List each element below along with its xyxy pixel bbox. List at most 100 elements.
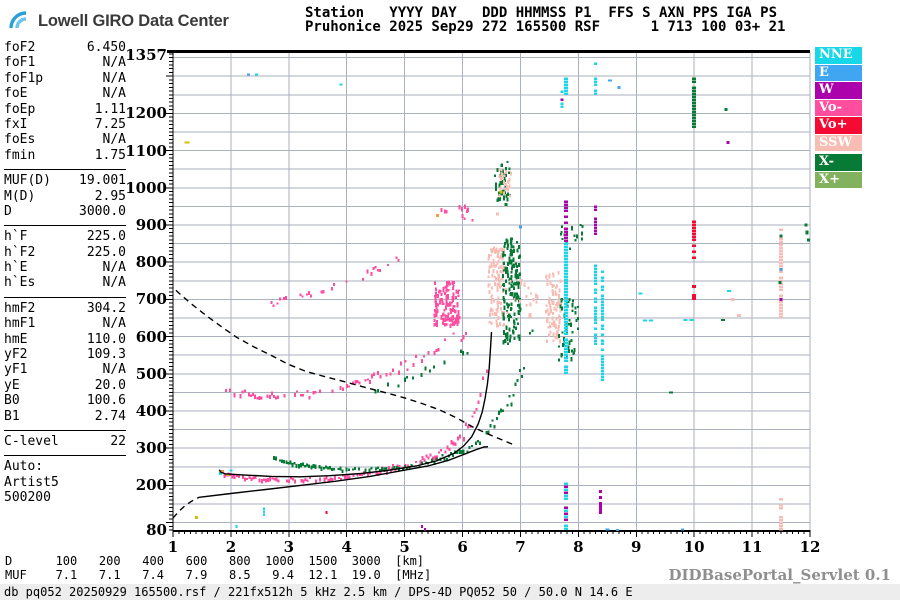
- grid: [173, 52, 811, 530]
- param-label: h`F: [4, 229, 28, 245]
- param-row-foF1: foF1 N/A: [4, 55, 126, 70]
- param-value: N/A: [102, 86, 126, 102]
- param-label: yF2: [4, 347, 28, 363]
- station-header-line2: Pruhonice 2025 Sep29 272 165500 RSF 1 71…: [305, 19, 786, 35]
- param-label: B1: [4, 408, 20, 424]
- param-label: hmF1: [4, 316, 36, 332]
- param-label: C-level: [4, 433, 59, 449]
- logo-text: Lowell GIRO Data Center: [38, 11, 229, 30]
- param-value: N/A: [102, 275, 126, 291]
- param-row-MUFD: MUF(D) 19.001: [4, 173, 126, 188]
- param-value: N/A: [102, 316, 126, 332]
- param-value: 20.0: [94, 377, 126, 393]
- x-tick-label: 12: [799, 538, 821, 556]
- legend-item-Vo: Vo-: [815, 99, 862, 116]
- x-tick-label: 1: [167, 538, 179, 556]
- param-label: D: [4, 203, 12, 219]
- curve-true-height-profile: [199, 446, 489, 498]
- param-label: yF1: [4, 362, 28, 378]
- param-group: C-level 22: [4, 429, 126, 452]
- param-value: 19.001: [79, 173, 126, 189]
- x-tick-label: 3: [283, 538, 295, 556]
- model-curves: [172, 289, 515, 519]
- curve-autoscaled-trace-fit: [218, 332, 493, 478]
- param-row-foF1p: foF1p N/A: [4, 71, 126, 86]
- param-row-foF2: foF2 6.450: [4, 40, 126, 55]
- param-value: 3000.0: [79, 203, 126, 219]
- param-label: foE: [4, 86, 28, 102]
- param-row-500200: 500200: [4, 490, 126, 505]
- curve-profile-extrapolated: [172, 496, 200, 519]
- curve-muf-transmission-curve: [175, 289, 515, 446]
- rfi-strips: [262, 62, 784, 531]
- status-text: db pq052 20250929 165500.rsf / 221fx512h…: [4, 585, 633, 599]
- param-label: foF2: [4, 40, 36, 55]
- param-value: 1.75: [94, 147, 126, 163]
- station-header: Station YYYY DAY DDD HHMMSS P1 FFS S AXN…: [305, 6, 785, 34]
- legend-item-SSW: SSW: [815, 134, 862, 151]
- param-value: 109.3: [86, 347, 126, 363]
- giro-wave-icon: [8, 7, 38, 35]
- param-value: N/A: [102, 362, 126, 378]
- status-bar: db pq052 20250929 165500.rsf / 221fx512h…: [0, 584, 900, 600]
- param-group: MUF(D) 19.001 M(D) 2.95 D 3000.0: [4, 169, 126, 222]
- param-value: 2.95: [94, 188, 126, 204]
- param-row-hF2: h`F2 225.0: [4, 245, 126, 260]
- param-row-hmE: hmE 110.0: [4, 332, 126, 347]
- y-tick-label: 900: [135, 215, 167, 234]
- x-tick-label: 6: [457, 538, 468, 556]
- param-row-fxI: fxI 7.25: [4, 117, 126, 132]
- param-value: 2.74: [94, 408, 126, 424]
- legend: NNE E W Vo- Vo+ SSW X- X+: [815, 47, 862, 189]
- param-label: 500200: [4, 490, 51, 506]
- station-header-line1: Station YYYY DAY DDD HHMMSS P1 FFS S AXN…: [305, 5, 778, 21]
- param-row-MD: M(D) 2.95: [4, 189, 126, 204]
- y-tick-label: 800: [135, 253, 167, 272]
- param-label: h`Es: [4, 275, 36, 291]
- param-row-B1: B1 2.74: [4, 409, 126, 424]
- param-group: foF2 6.450 foF1 N/A foF1p N/A foE N/A foEp 1.11 fx…: [4, 39, 126, 166]
- x-tick-label: 8: [573, 538, 584, 556]
- legend-item-X: X-: [815, 154, 862, 171]
- param-row-foEs: foEs N/A: [4, 132, 126, 147]
- param-value: 304.2: [86, 300, 126, 316]
- param-row-foE: foE N/A: [4, 86, 126, 101]
- axis-ticks: [166, 53, 811, 537]
- param-label: Artist5: [4, 474, 59, 490]
- legend-item-X: X+: [815, 171, 862, 188]
- param-label: foEs: [4, 132, 36, 148]
- y-tick-label: 300: [135, 439, 167, 458]
- param-value: 225.0: [86, 229, 126, 245]
- echo-clusters: [433, 161, 584, 362]
- y-tick-label: 1000: [125, 178, 167, 197]
- param-value: N/A: [102, 132, 126, 148]
- param-label: M(D): [4, 188, 36, 204]
- param-label: foEp: [4, 101, 36, 117]
- param-label: hmE: [4, 331, 28, 347]
- x-tick-label: 11: [741, 538, 763, 556]
- ionogram-plot: [163, 50, 823, 550]
- param-value: 100.6: [86, 393, 126, 409]
- param-value: 110.0: [86, 331, 126, 347]
- param-row-fmin: fmin 1.75: [4, 148, 126, 163]
- param-value: 225.0: [86, 244, 126, 260]
- param-label: MUF(D): [4, 173, 51, 189]
- param-value: 6.450: [86, 40, 126, 55]
- legend-item-NNE: NNE: [815, 47, 862, 64]
- y-tick-label: 400: [135, 401, 167, 420]
- legend-item-W: W: [815, 82, 862, 99]
- param-label: Auto:: [4, 459, 44, 475]
- param-value: 7.25: [94, 116, 126, 132]
- param-label: h`E: [4, 260, 28, 276]
- param-group: hmF2 304.2 hmF1 N/A hmE 110.0 yF2 109.3 yF1 N/A yE…: [4, 296, 126, 427]
- x-tick-label: 7: [515, 538, 526, 556]
- param-value: N/A: [102, 260, 126, 276]
- legend-item-Vo: Vo+: [815, 117, 862, 134]
- param-row-yE: yE 20.0: [4, 378, 126, 393]
- y-tick-label: 200: [135, 476, 167, 495]
- param-row-foEp: foEp 1.11: [4, 102, 126, 117]
- echo-traces: [223, 256, 534, 484]
- param-row-Artist5: Artist5: [4, 475, 126, 490]
- y-tick-label: 600: [135, 327, 167, 346]
